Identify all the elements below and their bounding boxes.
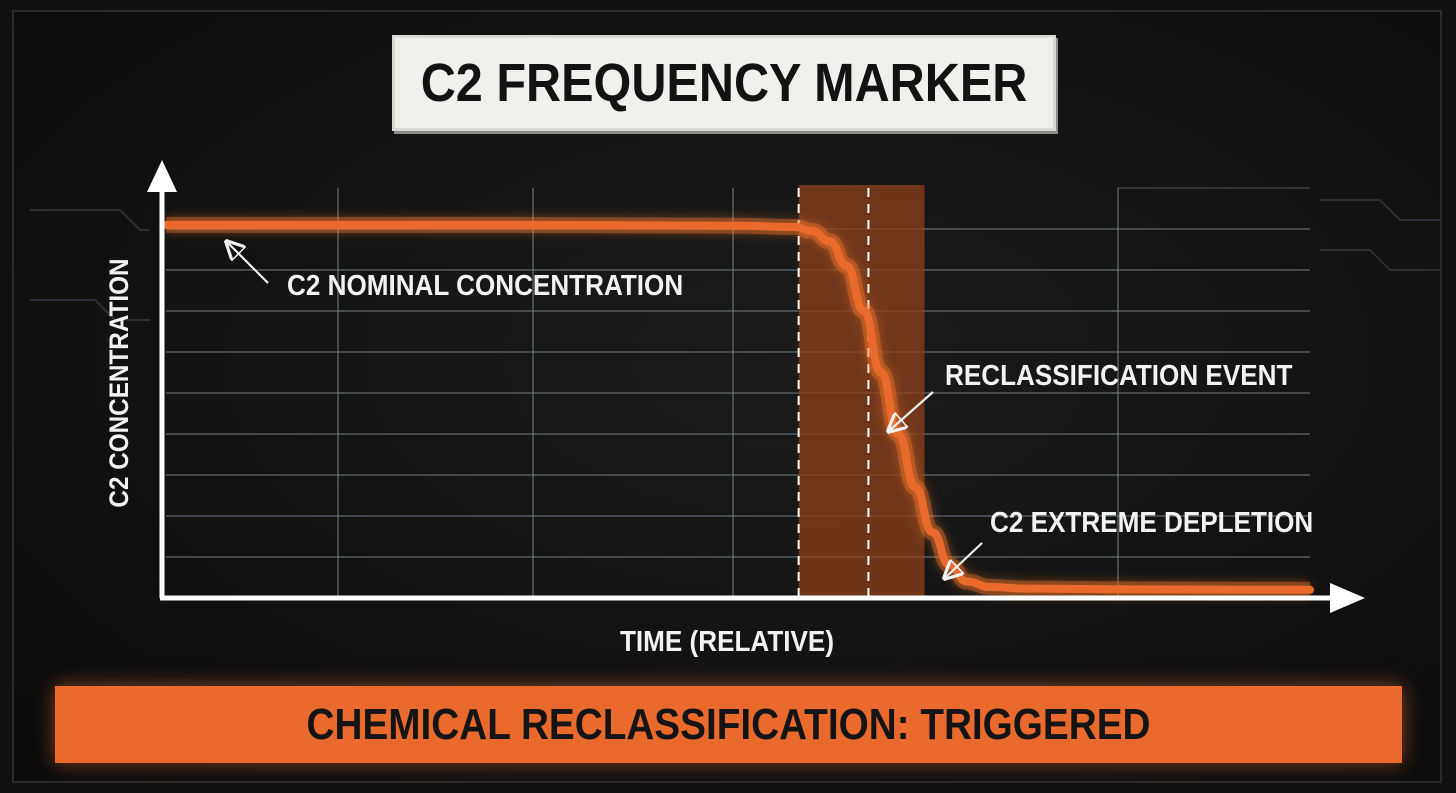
series-line bbox=[162, 220, 1314, 594]
status-text: CHEMICAL RECLASSIFICATION: TRIGGERED bbox=[306, 699, 1151, 749]
annotation-arrow-icon bbox=[890, 391, 934, 430]
grid bbox=[166, 187, 1310, 598]
x-axis-label: TIME (RELATIVE) bbox=[620, 625, 834, 658]
y-axis-arrow-icon bbox=[147, 160, 177, 192]
circuit-decoration bbox=[30, 199, 1440, 321]
annotations: C2 NOMINAL CONCENTRATION RECLASSIFICATION… bbox=[228, 243, 1313, 577]
annotation-label: C2 NOMINAL CONCENTRATION bbox=[287, 269, 683, 302]
annotation-arrow-icon bbox=[228, 243, 269, 284]
reclassification-region bbox=[798, 185, 925, 598]
annotation-label: RECLASSIFICATION EVENT bbox=[945, 359, 1293, 392]
axes bbox=[147, 160, 1365, 613]
title-banner: C2 FREQUENCY MARKER bbox=[395, 38, 1053, 128]
y-axis-label: C2 CONCENTRATION bbox=[105, 258, 134, 507]
annotation-label: C2 EXTREME DEPLETION bbox=[990, 506, 1313, 539]
status-banner: CHEMICAL RECLASSIFICATION: TRIGGERED bbox=[55, 686, 1402, 763]
x-axis-arrow-icon bbox=[1330, 583, 1365, 613]
annotation-arrow-icon bbox=[946, 542, 983, 577]
region-markers bbox=[797, 188, 870, 598]
chart-panel bbox=[12, 10, 1442, 783]
chart-title: C2 FREQUENCY MARKER bbox=[420, 53, 1028, 113]
